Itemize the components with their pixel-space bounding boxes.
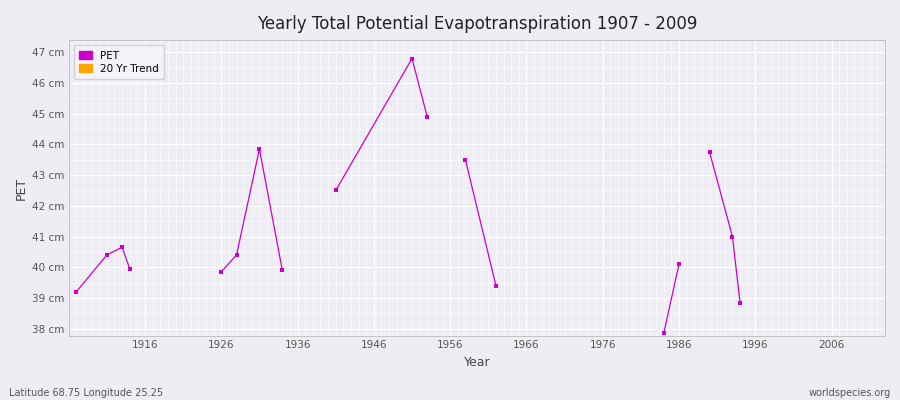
Point <box>671 261 686 267</box>
Point <box>275 267 290 274</box>
Point <box>69 288 84 295</box>
Point <box>489 282 503 289</box>
Y-axis label: PET: PET <box>15 177 28 200</box>
Legend: PET, 20 Yr Trend: PET, 20 Yr Trend <box>74 45 164 79</box>
Point <box>458 157 473 163</box>
Point <box>252 146 266 152</box>
Text: worldspecies.org: worldspecies.org <box>809 388 891 398</box>
Title: Yearly Total Potential Evapotranspiration 1907 - 2009: Yearly Total Potential Evapotranspiratio… <box>256 15 697 33</box>
Text: Latitude 68.75 Longitude 25.25: Latitude 68.75 Longitude 25.25 <box>9 388 163 398</box>
Point <box>100 252 114 258</box>
Point <box>702 149 716 155</box>
Point <box>214 269 229 275</box>
Point <box>733 299 747 306</box>
Point <box>115 244 130 250</box>
Point <box>122 266 137 272</box>
Point <box>405 55 419 62</box>
Point <box>657 330 671 336</box>
X-axis label: Year: Year <box>464 356 490 369</box>
Point <box>328 187 343 194</box>
Point <box>420 114 435 120</box>
Point <box>230 252 244 258</box>
Point <box>725 233 740 240</box>
